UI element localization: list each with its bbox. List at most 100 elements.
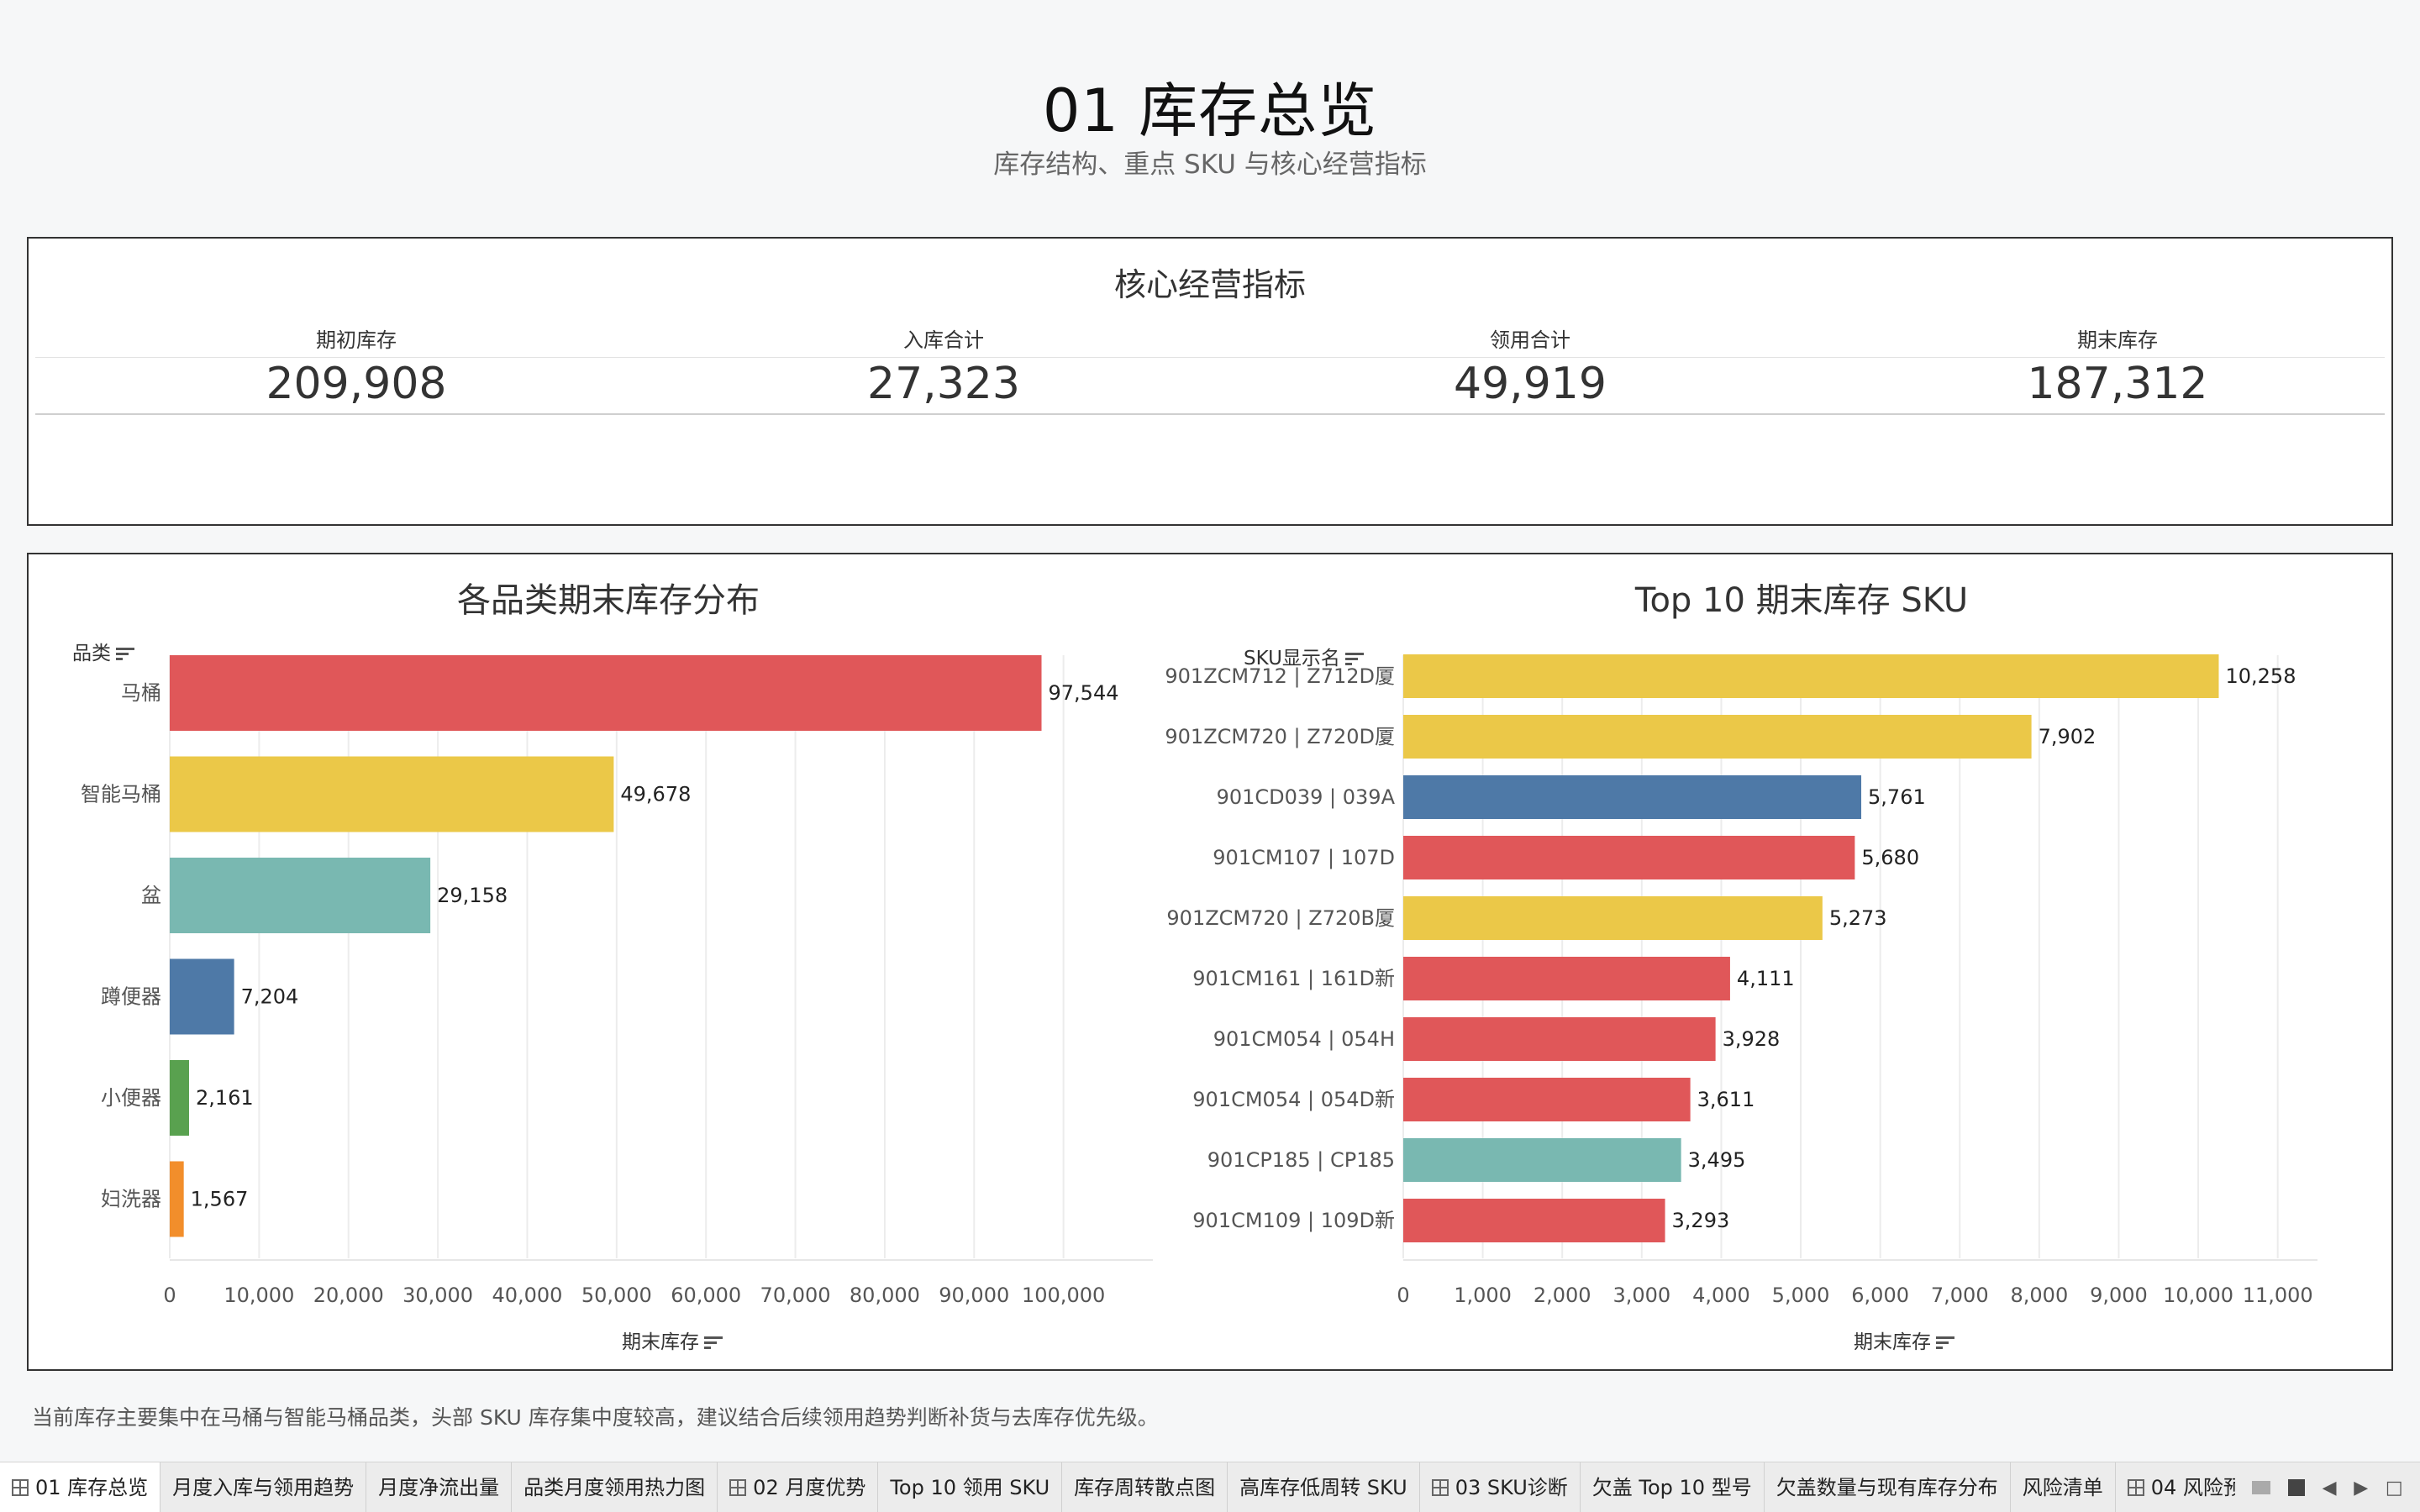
category-label: 901CM054 | 054D新 bbox=[1192, 1088, 1395, 1111]
bar-sku[interactable] bbox=[1403, 1199, 1665, 1242]
x-tick-label: 0 bbox=[1397, 1284, 1409, 1307]
bar-sku[interactable] bbox=[1403, 1138, 1681, 1182]
tab-controls: ◀ ▶ □ bbox=[2235, 1462, 2420, 1512]
sheet-tab-label: 04 风险预 bbox=[2150, 1475, 2244, 1499]
x-tick-label: 10,000 bbox=[2163, 1284, 2233, 1307]
sheet-tab[interactable]: 01 库存总览 bbox=[0, 1462, 161, 1512]
x-tick-label: 3,000 bbox=[1612, 1284, 1670, 1307]
data-label: 29,158 bbox=[437, 884, 508, 907]
kpi-value: 209,908 bbox=[266, 359, 447, 409]
x-tick-label: 7,000 bbox=[1931, 1284, 1989, 1307]
bar-category[interactable] bbox=[170, 858, 431, 933]
scroll-left-icon[interactable]: ◀ bbox=[2322, 1477, 2337, 1499]
category-x-axis-label: 期末库存 bbox=[622, 1331, 699, 1353]
category-axis-header[interactable]: 品类 bbox=[72, 637, 134, 665]
page-title: 01 库存总览 bbox=[1042, 76, 1378, 145]
x-tick-label: 80,000 bbox=[850, 1284, 920, 1307]
bar-sku[interactable] bbox=[1403, 654, 2219, 698]
bar-category[interactable] bbox=[170, 756, 614, 832]
sheet-tab[interactable]: 品类月度领用热力图 bbox=[512, 1462, 718, 1512]
presentation-icon[interactable]: □ bbox=[2385, 1477, 2403, 1499]
sort-icon[interactable] bbox=[1344, 652, 1364, 667]
x-tick-label: 9,000 bbox=[2090, 1284, 2148, 1307]
data-label: 4,111 bbox=[1737, 967, 1795, 990]
bar-category[interactable] bbox=[170, 958, 234, 1035]
kpi-usage-total[interactable]: 领用合计 49,919 bbox=[1236, 323, 1824, 410]
page-subtitle: 库存结构、重点 SKU 与核心经营指标 bbox=[993, 150, 1427, 180]
category-label: 901CP185 | CP185 bbox=[1207, 1148, 1395, 1172]
category-label: 蹲便器 bbox=[101, 985, 161, 1009]
sku-chart-title: Top 10 期末库存 SKU bbox=[1634, 581, 1969, 620]
sheet-tab[interactable]: 03 SKU诊断 bbox=[1420, 1462, 1581, 1512]
sheet-tab-label: 月度净流出量 bbox=[378, 1475, 500, 1499]
x-tick-label: 1,000 bbox=[1454, 1284, 1512, 1307]
bar-sku[interactable] bbox=[1403, 715, 2032, 759]
kpi-opening-inventory[interactable]: 期初库存 209,908 bbox=[62, 323, 650, 410]
sheet-tab[interactable]: Top 10 领用 SKU bbox=[878, 1462, 1063, 1512]
sheet-tab-label: 欠盖 Top 10 型号 bbox=[1591, 1475, 1752, 1499]
kpi-title: 核心经营指标 bbox=[1113, 266, 1306, 303]
category-label: 马桶 bbox=[121, 681, 161, 705]
x-tick-label: 8,000 bbox=[2011, 1284, 2069, 1307]
sheet-tab-bar: 01 库存总览 月度入库与领用趋势 月度净流出量 品类月度领用热力图 02 月度优势 To… bbox=[0, 1462, 2420, 1512]
bar-category[interactable] bbox=[170, 1161, 184, 1237]
sheet-tab[interactable]: 欠盖 Top 10 型号 bbox=[1581, 1462, 1765, 1512]
sheet-tab[interactable]: 风险清单 bbox=[2011, 1462, 2116, 1512]
sheet-tab[interactable]: 月度净流出量 bbox=[366, 1462, 513, 1512]
category-label: 901ZCM720 | Z720D厦 bbox=[1165, 725, 1395, 748]
kpi-label: 入库合计 bbox=[903, 328, 984, 352]
footnote: 当前库存主要集中在马桶与智能马桶品类，头部 SKU 库存集中度较高，建议结合后续… bbox=[32, 1405, 1159, 1430]
bar-category[interactable] bbox=[170, 655, 1042, 731]
sku-x-axis-label: 期末库存 bbox=[1854, 1331, 1931, 1353]
data-label: 7,902 bbox=[2039, 725, 2096, 748]
scroll-right-icon[interactable]: ▶ bbox=[2354, 1477, 2369, 1499]
x-tick-label: 10,000 bbox=[224, 1284, 294, 1307]
kpi-inbound-total[interactable]: 入库合计 27,323 bbox=[650, 323, 1238, 410]
sheet-sorter-icon[interactable] bbox=[2288, 1479, 2305, 1496]
bar-sku[interactable] bbox=[1403, 836, 1855, 879]
sort-icon[interactable] bbox=[116, 647, 134, 662]
sheet-tab[interactable]: 高库存低周转 SKU bbox=[1228, 1462, 1420, 1512]
sheet-tab-label: Top 10 领用 SKU bbox=[890, 1475, 1050, 1499]
category-label: 901ZCM712 | Z712D厦 bbox=[1165, 664, 1395, 688]
sort-icon[interactable] bbox=[704, 1336, 723, 1351]
kpi-divider-bottom bbox=[35, 413, 2385, 415]
sort-icon[interactable] bbox=[1936, 1336, 1954, 1351]
sheet-tab-label: 02 月度优势 bbox=[753, 1475, 866, 1499]
data-label: 3,293 bbox=[1672, 1209, 1730, 1232]
charts-panel: 各品类期末库存分布 Top 10 期末库存 SKU 品类 SKU显示名 期末库存… bbox=[27, 553, 2393, 1371]
category-x-axis-title[interactable]: 期末库存 bbox=[622, 1326, 723, 1354]
bar-sku[interactable] bbox=[1403, 775, 1862, 819]
x-tick-label: 60,000 bbox=[671, 1284, 741, 1307]
sheet-tab[interactable]: 02 月度优势 bbox=[718, 1462, 879, 1512]
sku-x-axis-title[interactable]: 期末库存 bbox=[1854, 1326, 1954, 1354]
x-tick-label: 5,000 bbox=[1772, 1284, 1830, 1307]
kpi-closing-inventory[interactable]: 期末库存 187,312 bbox=[1823, 323, 2412, 410]
bar-sku[interactable] bbox=[1403, 1078, 1691, 1121]
bar-category[interactable] bbox=[170, 1060, 189, 1136]
sku-axis-header[interactable]: SKU显示名 bbox=[1244, 642, 1364, 670]
data-label: 5,680 bbox=[1861, 846, 1919, 869]
data-label: 7,204 bbox=[241, 985, 299, 1009]
category-label: 901CM161 | 161D新 bbox=[1192, 967, 1395, 990]
x-tick-label: 40,000 bbox=[492, 1284, 562, 1307]
kpi-label: 期初库存 bbox=[316, 328, 397, 352]
sheet-tab-label: 01 库存总览 bbox=[35, 1475, 149, 1499]
x-tick-label: 30,000 bbox=[402, 1284, 473, 1307]
x-tick-label: 100,000 bbox=[1022, 1284, 1105, 1307]
sheet-tab[interactable]: 库存周转散点图 bbox=[1062, 1462, 1228, 1512]
category-label: 小便器 bbox=[101, 1086, 161, 1110]
data-label: 49,678 bbox=[620, 783, 691, 806]
x-tick-label: 0 bbox=[163, 1284, 176, 1307]
sheet-tab[interactable]: 欠盖数量与现有库存分布 bbox=[1765, 1462, 2011, 1512]
data-label: 97,544 bbox=[1049, 681, 1119, 705]
bar-sku[interactable] bbox=[1403, 1017, 1716, 1061]
category-label: 901CM054 | 054H bbox=[1213, 1027, 1395, 1051]
bar-sku[interactable] bbox=[1403, 896, 1823, 940]
bar-sku[interactable] bbox=[1403, 957, 1730, 1000]
dashboard-grid-icon bbox=[2127, 1478, 2144, 1496]
data-label: 1,567 bbox=[191, 1188, 249, 1211]
filmstrip-view-icon[interactable] bbox=[2252, 1481, 2271, 1494]
sheet-tab[interactable]: 月度入库与领用趋势 bbox=[160, 1462, 367, 1512]
category-label: 盆 bbox=[141, 884, 161, 907]
